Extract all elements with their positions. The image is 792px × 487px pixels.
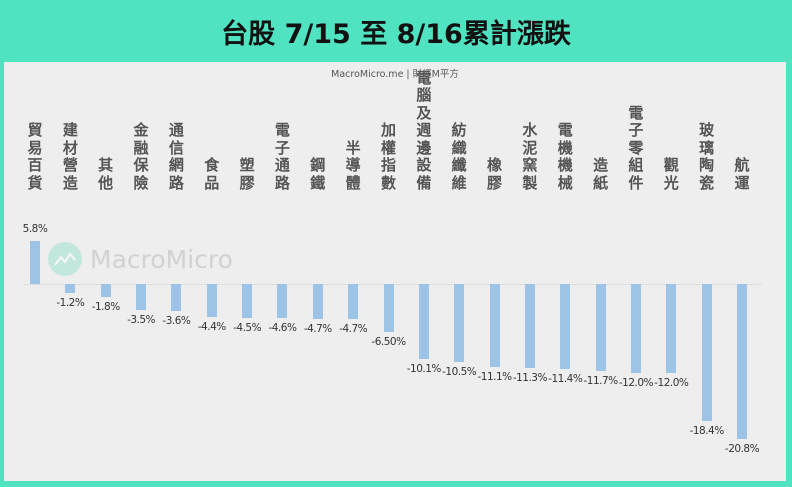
category-label: 加權指數 bbox=[380, 121, 396, 192]
bar bbox=[312, 284, 323, 319]
data-label: -11.3% bbox=[512, 372, 548, 385]
category-label: 觀光 bbox=[663, 156, 679, 192]
data-label: -6.50% bbox=[371, 336, 406, 349]
category-label: 紡織纖維 bbox=[451, 121, 467, 192]
bar bbox=[418, 284, 429, 360]
data-label: -12.0% bbox=[654, 377, 689, 390]
category-label: 其他 bbox=[98, 156, 114, 192]
bar bbox=[277, 284, 288, 319]
category-label: 造紙 bbox=[593, 156, 609, 192]
category-label: 半導體 bbox=[345, 138, 361, 192]
data-label: -3.5% bbox=[127, 314, 156, 327]
category-label: 航運 bbox=[734, 156, 750, 192]
bar bbox=[595, 284, 606, 372]
chart-panel: MacroMicro.me | 財經M平方 MacroMicro 5.8% 貿易百… bbox=[4, 62, 786, 481]
watermark: MacroMicro bbox=[48, 242, 233, 276]
bar bbox=[701, 284, 712, 422]
bar bbox=[383, 284, 394, 333]
bar bbox=[65, 284, 76, 293]
category-label: 貿易百貨 bbox=[27, 121, 43, 192]
watermark-text: MacroMicro bbox=[90, 244, 233, 274]
chart-title: 台股 7/15 至 8/16累計漲跌 bbox=[221, 18, 571, 50]
data-label: -4.7% bbox=[303, 323, 332, 335]
category-label: 建材營造 bbox=[62, 121, 78, 192]
bar bbox=[100, 284, 111, 298]
category-label: 電子零組件 bbox=[628, 103, 644, 192]
macromicro-logo-icon bbox=[48, 242, 82, 276]
category-label: 塑膠 bbox=[239, 156, 255, 192]
source-label: MacroMicro.me | 財經M平方 bbox=[331, 69, 459, 80]
bar bbox=[454, 284, 465, 363]
category-label: 食品 bbox=[204, 156, 220, 192]
bar bbox=[666, 284, 677, 374]
data-label: -11.1% bbox=[477, 370, 512, 383]
data-label: -1.2% bbox=[56, 296, 85, 309]
bar bbox=[242, 284, 253, 318]
data-label: -11.7% bbox=[583, 375, 619, 388]
category-label: 橡膠 bbox=[487, 156, 503, 192]
category-label: 通信網路 bbox=[168, 121, 184, 192]
data-label: -1.8% bbox=[91, 301, 120, 314]
data-label: -4.6% bbox=[268, 322, 297, 335]
bar bbox=[630, 284, 641, 374]
bar bbox=[489, 284, 500, 367]
bar bbox=[136, 284, 147, 311]
category-label: 電機機械 bbox=[557, 121, 573, 192]
data-label: -10.5% bbox=[442, 366, 477, 379]
category-label: 水泥窯製 bbox=[522, 121, 538, 192]
bar bbox=[171, 284, 182, 311]
data-label: -4.4% bbox=[197, 320, 226, 333]
bar bbox=[206, 284, 217, 317]
bar bbox=[560, 284, 571, 369]
data-label: -11.4% bbox=[548, 372, 583, 385]
data-label: -4.5% bbox=[233, 321, 262, 334]
category-label: 金融保險 bbox=[133, 121, 149, 192]
data-label: -10.1% bbox=[406, 363, 442, 376]
data-label: -4.7% bbox=[339, 323, 368, 335]
bar bbox=[30, 240, 40, 284]
data-label: -3.6% bbox=[162, 314, 191, 327]
data-label: -20.8% bbox=[724, 442, 760, 455]
category-label: 電腦及週邊設備 bbox=[416, 68, 432, 192]
category-label: 玻璃陶瓷 bbox=[699, 121, 715, 192]
bar bbox=[524, 284, 535, 369]
category-label: 電子通路 bbox=[274, 121, 290, 192]
category-label: 鋼鐵 bbox=[310, 156, 326, 192]
data-label: -12.0% bbox=[618, 377, 654, 390]
bar bbox=[737, 284, 747, 439]
bar bbox=[348, 284, 359, 319]
data-label: 5.8% bbox=[22, 222, 48, 235]
data-label: -18.4% bbox=[689, 425, 725, 438]
